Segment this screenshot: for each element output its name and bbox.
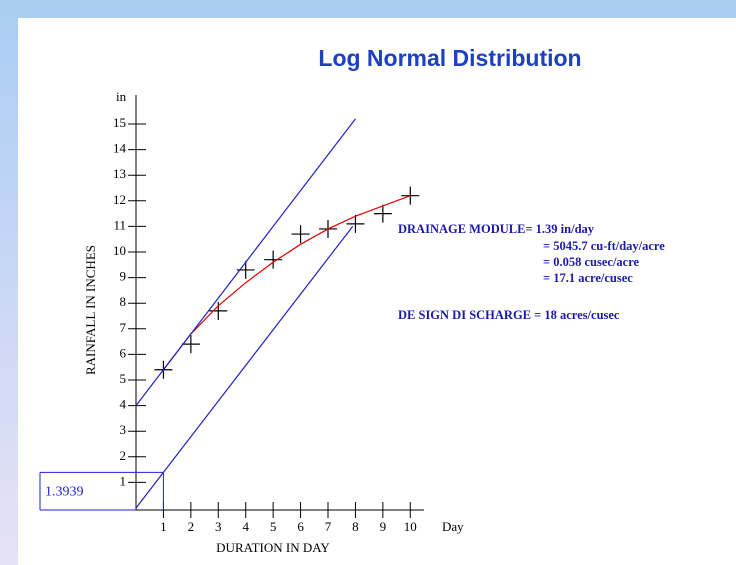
annotation: DE SIGN DI SCHARGE = 18 acres/cusec [398, 308, 620, 322]
data-point [209, 301, 228, 320]
x-tick-label: 3 [215, 519, 222, 534]
annotation: = 17.1 acre/cusec [543, 271, 633, 285]
annotation: = 0.058 cusec/acre [543, 255, 640, 269]
series-line [135, 226, 354, 509]
x-tick-label: 2 [188, 519, 195, 534]
y-tick-label: 8 [120, 294, 127, 309]
x-tick-label: 7 [325, 519, 332, 534]
data-point [181, 335, 200, 354]
data-point [401, 186, 420, 205]
data-point [346, 214, 365, 233]
y-tick-label: 6 [120, 345, 127, 360]
y-tick-label: 13 [113, 166, 126, 181]
series-line [135, 118, 356, 406]
y-tick-label: 14 [113, 141, 127, 156]
chart-title: Log Normal Distribution [318, 45, 581, 71]
x-unit: Day [442, 519, 464, 534]
y-tick-label: 7 [120, 320, 127, 335]
x-tick-label: 10 [404, 519, 417, 534]
x-tick-label: 8 [352, 519, 359, 534]
x-tick-label: 4 [242, 519, 249, 534]
y-tick-label: 3 [120, 422, 127, 437]
x-tick-label: 1 [160, 519, 167, 534]
slide-area [18, 18, 736, 565]
data-point [373, 204, 392, 223]
annotation: = 5045.7 cu-ft/day/acre [543, 239, 665, 253]
y-tick-label: 12 [113, 192, 126, 207]
x-tick-label: 6 [297, 519, 304, 534]
y-tick-label: 10 [113, 243, 126, 258]
y-tick-label: 11 [113, 217, 126, 232]
y-unit: in [116, 89, 127, 104]
x-axis-label: DURATION IN DAY [216, 540, 330, 555]
x-tick-label: 5 [270, 519, 277, 534]
y-tick-label: 9 [120, 269, 127, 284]
series-line [162, 195, 411, 371]
x-tick-label: 9 [380, 519, 387, 534]
y-tick-label: 15 [113, 115, 126, 130]
data-point [264, 250, 283, 269]
y-tick-label: 1 [120, 473, 127, 488]
y-tick-label: 2 [120, 448, 127, 463]
y-tick-label: 4 [120, 397, 127, 412]
annotation: DRAINAGE MODULE= 1.39 in/day [398, 222, 595, 236]
data-point [291, 225, 310, 244]
y-axis-label: RAINFALL IN INCHES [83, 245, 98, 375]
y-tick-label: 5 [120, 371, 127, 386]
marker-label: 1.3939 [45, 484, 84, 499]
